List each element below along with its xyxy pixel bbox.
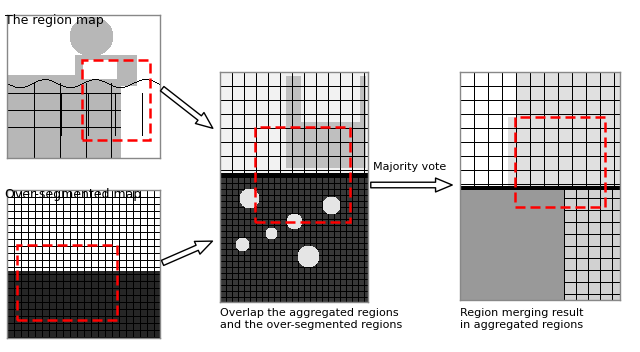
Text: Majority vote: Majority vote xyxy=(373,162,446,172)
Text: Region merging result
in aggregated regions: Region merging result in aggregated regi… xyxy=(460,308,584,329)
Text: The region map: The region map xyxy=(5,14,104,27)
Bar xyxy=(255,127,350,222)
Bar xyxy=(82,60,150,140)
Bar xyxy=(17,245,117,320)
Text: Overlap the aggregated regions
and the over-segmented regions: Overlap the aggregated regions and the o… xyxy=(220,308,403,329)
Text: Over-segmented map: Over-segmented map xyxy=(5,188,141,201)
Bar xyxy=(515,117,605,207)
